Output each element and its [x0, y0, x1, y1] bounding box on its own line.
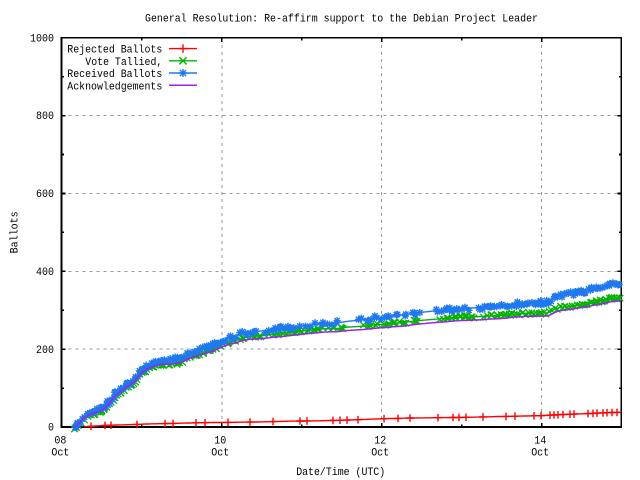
svg-text:General Resolution: Re-affirm: General Resolution: Re-affirm support to… [145, 14, 538, 26]
svg-text:Ballots: Ballots [10, 211, 22, 253]
svg-text:Oct: Oct [531, 448, 549, 460]
svg-text:0: 0 [48, 423, 54, 435]
svg-text:Vote Tallied,: Vote Tallied, [85, 57, 162, 69]
svg-text:400: 400 [36, 267, 54, 279]
svg-text:200: 200 [36, 345, 54, 357]
svg-text:600: 600 [36, 189, 54, 201]
svg-text:800: 800 [36, 111, 54, 123]
svg-text:Acknowledgements: Acknowledgements [67, 81, 162, 93]
svg-text:Oct: Oct [51, 448, 69, 460]
svg-text:08: 08 [54, 436, 66, 448]
svg-text:12: 12 [374, 436, 386, 448]
svg-text:Date/Time (UTC): Date/Time (UTC) [296, 467, 385, 479]
svg-text:Oct: Oct [371, 448, 389, 460]
svg-text:10: 10 [214, 436, 226, 448]
svg-text:14: 14 [534, 436, 546, 448]
svg-text:Rejected Ballots: Rejected Ballots [67, 45, 162, 57]
svg-text:Oct: Oct [211, 448, 229, 460]
svg-text:1000: 1000 [30, 33, 54, 45]
svg-text:Received Ballots: Received Ballots [67, 69, 162, 81]
